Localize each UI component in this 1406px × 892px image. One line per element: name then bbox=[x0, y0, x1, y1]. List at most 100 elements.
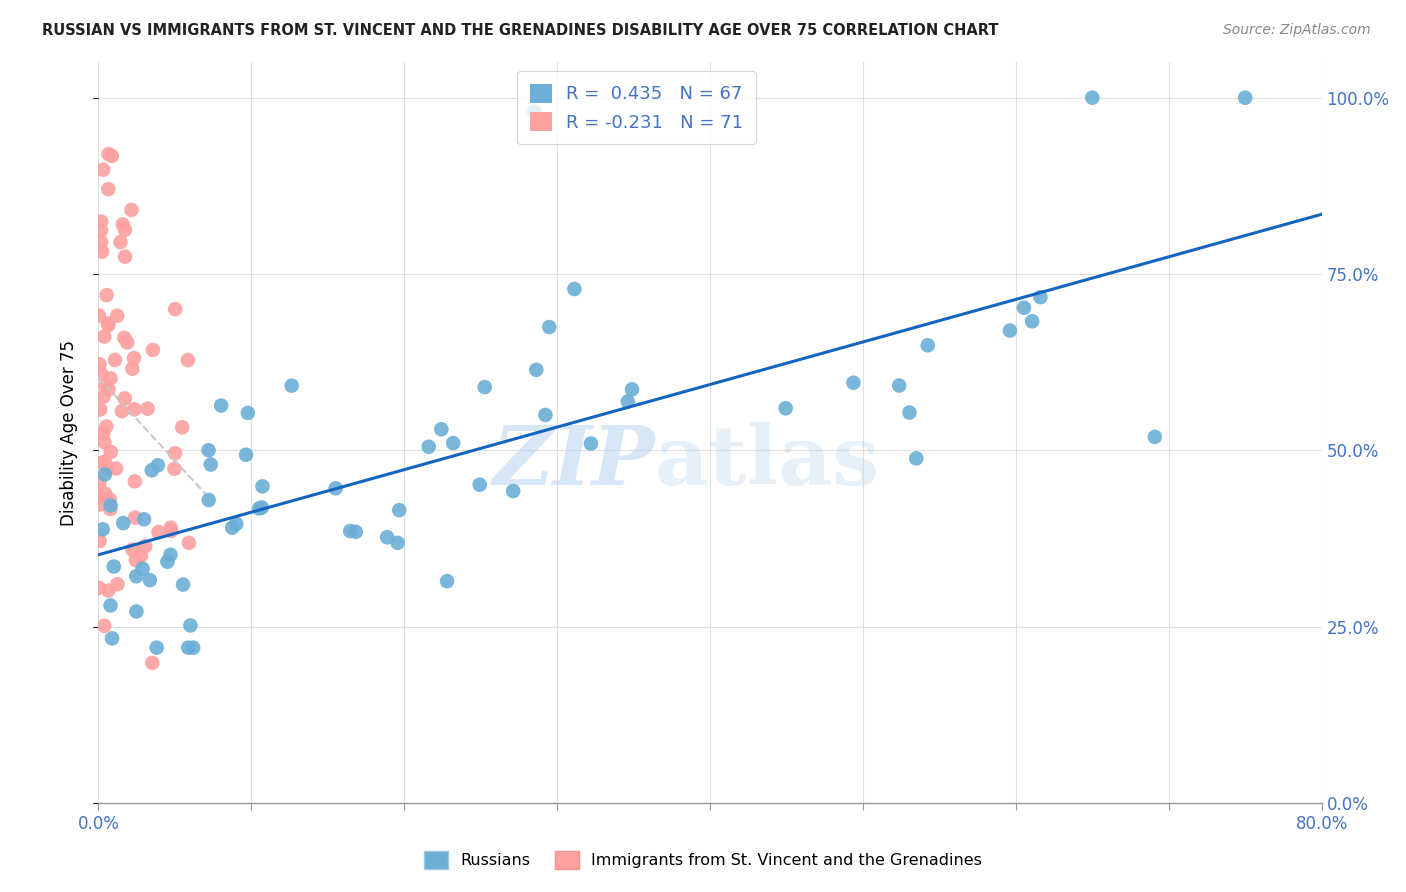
Point bbox=[125, 569, 148, 583]
Point bbox=[375, 530, 398, 544]
Text: Source: ZipAtlas.com: Source: ZipAtlas.com bbox=[1223, 23, 1371, 37]
Point bbox=[97, 583, 120, 598]
Point bbox=[159, 521, 181, 535]
Legend: R =  0.435   N = 67, R = -0.231   N = 71: R = 0.435 N = 67, R = -0.231 N = 71 bbox=[517, 71, 756, 145]
Point bbox=[87, 309, 110, 323]
Point bbox=[252, 479, 274, 493]
Point bbox=[91, 162, 114, 177]
Point bbox=[94, 486, 117, 500]
Point bbox=[842, 376, 865, 390]
Point bbox=[134, 539, 156, 553]
Point bbox=[91, 244, 114, 259]
Point bbox=[418, 440, 440, 454]
Point bbox=[101, 632, 124, 646]
Point bbox=[177, 353, 200, 368]
Point bbox=[181, 640, 204, 655]
Point bbox=[114, 392, 136, 406]
Point bbox=[387, 536, 409, 550]
Point bbox=[177, 640, 200, 655]
Point bbox=[125, 605, 148, 619]
Point bbox=[93, 390, 115, 404]
Point bbox=[112, 516, 135, 530]
Point bbox=[1029, 290, 1052, 304]
Point bbox=[280, 378, 302, 392]
Point bbox=[89, 497, 111, 511]
Point bbox=[91, 522, 114, 536]
Point bbox=[124, 475, 146, 489]
Point bbox=[250, 500, 273, 515]
Point bbox=[344, 524, 367, 539]
Point bbox=[100, 149, 122, 163]
Point bbox=[179, 618, 201, 632]
Point bbox=[165, 302, 187, 317]
Point bbox=[172, 420, 194, 434]
Point bbox=[98, 492, 121, 507]
Point bbox=[247, 501, 270, 516]
Point bbox=[524, 363, 547, 377]
Point bbox=[121, 202, 143, 217]
Point bbox=[523, 104, 546, 119]
Point bbox=[114, 250, 136, 264]
Point bbox=[96, 461, 118, 475]
Point bbox=[125, 553, 148, 567]
Point bbox=[117, 335, 139, 350]
Point bbox=[87, 489, 110, 503]
Point bbox=[100, 599, 122, 613]
Point bbox=[124, 510, 146, 524]
Point bbox=[436, 574, 458, 588]
Point bbox=[89, 402, 111, 417]
Point bbox=[100, 371, 122, 385]
Point bbox=[468, 477, 491, 491]
Point bbox=[474, 380, 496, 394]
Point bbox=[93, 329, 115, 343]
Y-axis label: Disability Age Over 75: Disability Age Over 75 bbox=[59, 340, 77, 525]
Point bbox=[156, 555, 179, 569]
Point bbox=[905, 451, 928, 466]
Point bbox=[104, 353, 127, 368]
Point bbox=[148, 525, 170, 540]
Point bbox=[90, 235, 112, 249]
Point bbox=[91, 456, 114, 470]
Point bbox=[104, 461, 127, 475]
Point bbox=[100, 445, 122, 459]
Point bbox=[889, 378, 911, 392]
Point bbox=[236, 406, 259, 420]
Point bbox=[1012, 301, 1035, 315]
Point bbox=[98, 502, 121, 516]
Point bbox=[141, 656, 163, 670]
Point bbox=[105, 309, 128, 323]
Point bbox=[325, 481, 347, 495]
Point bbox=[110, 235, 132, 249]
Point bbox=[1143, 430, 1166, 444]
Point bbox=[235, 448, 257, 462]
Point bbox=[172, 577, 194, 591]
Point bbox=[90, 223, 112, 237]
Point bbox=[107, 577, 129, 591]
Point bbox=[145, 640, 167, 655]
Point bbox=[998, 324, 1021, 338]
Point bbox=[87, 581, 110, 595]
Point bbox=[177, 536, 200, 550]
Point bbox=[139, 573, 162, 587]
Point bbox=[97, 318, 120, 332]
Point bbox=[1234, 91, 1257, 105]
Point bbox=[111, 404, 134, 418]
Point bbox=[200, 458, 222, 472]
Point bbox=[103, 559, 125, 574]
Point bbox=[538, 320, 561, 334]
Point bbox=[89, 357, 111, 371]
Point bbox=[197, 443, 219, 458]
Point bbox=[617, 394, 640, 409]
Point bbox=[112, 331, 135, 345]
Point bbox=[89, 533, 111, 548]
Point bbox=[502, 483, 524, 498]
Point bbox=[97, 182, 120, 196]
Point bbox=[430, 422, 453, 436]
Text: RUSSIAN VS IMMIGRANTS FROM ST. VINCENT AND THE GRENADINES DISABILITY AGE OVER 75: RUSSIAN VS IMMIGRANTS FROM ST. VINCENT A… bbox=[42, 23, 998, 38]
Point bbox=[121, 361, 143, 376]
Point bbox=[163, 462, 186, 476]
Point bbox=[97, 147, 120, 161]
Point bbox=[441, 436, 464, 450]
Point bbox=[898, 405, 921, 419]
Point bbox=[579, 436, 602, 450]
